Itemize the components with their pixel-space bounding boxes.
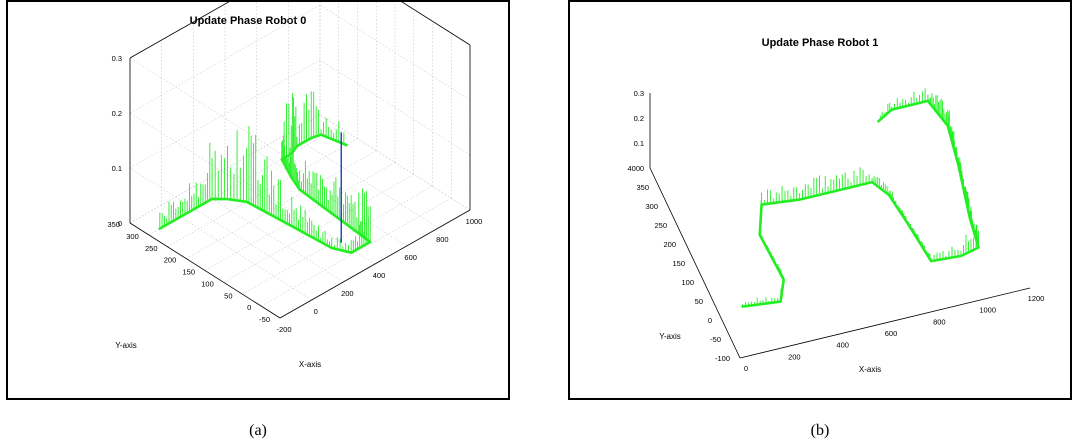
- x-tick-label: 600: [404, 253, 417, 262]
- z-tick-label: 0.3: [112, 54, 122, 63]
- y-tick-label: 400: [627, 164, 640, 173]
- y-tick-label: 50: [224, 291, 232, 300]
- chart-b-ylabel: Y-axis: [659, 332, 681, 341]
- y-tick-label: 350: [636, 183, 649, 192]
- y-tick-label: -50: [259, 315, 270, 324]
- wall-gridline: [129, 4, 321, 114]
- z-tick-label: 0: [640, 164, 644, 173]
- y-tick-label: 50: [695, 297, 703, 306]
- y-tick-label: 200: [663, 240, 676, 249]
- x-tick-label: 1200: [1028, 294, 1045, 303]
- x-tick-label: 200: [341, 289, 354, 298]
- y-tick-label: 100: [201, 279, 214, 288]
- floor-gridline: [204, 162, 396, 271]
- chart-b: Update Phase Robot 1 0200400600800100012…: [627, 37, 1044, 374]
- chart-b-box: [649, 93, 1031, 359]
- chart-a-ticks: -200 0 200 400 600 800 1000 -50 0 50 100 150 200 250 3…: [107, 54, 482, 334]
- x-tick-label: 600: [885, 329, 898, 338]
- wall-gridline: [129, 112, 281, 209]
- z-tick-label: 0.2: [634, 114, 644, 123]
- z-tick-label: 0: [118, 219, 122, 228]
- wall-gridline: [129, 167, 281, 264]
- wall-gridline: [129, 114, 321, 224]
- chart-b-title: Update Phase Robot 1: [762, 37, 879, 49]
- axes-edge: [129, 2, 230, 59]
- y-tick-label: 150: [182, 268, 195, 277]
- x-tick-label: 1000: [979, 306, 996, 315]
- chart-a-grid: [129, 2, 471, 319]
- x-tick-label: 0: [744, 364, 748, 373]
- z-tick-label: 0.1: [112, 164, 122, 173]
- y-tick-label: 250: [654, 221, 667, 230]
- wall-gridline: [319, 59, 471, 156]
- chart-a: Update Phase Robot 0 -200 0 200 400 600 800 10…: [107, 2, 482, 369]
- y-tick-label: -50: [710, 335, 721, 344]
- plot-panel-b: Update Phase Robot 1 0 200 400 600 800 1000 12…: [568, 0, 1072, 400]
- chart-a-title: Update Phase Robot 0: [190, 15, 307, 27]
- y-tick-label: 0: [247, 303, 251, 312]
- axes-edge: [129, 222, 281, 319]
- chart-b-trace: [741, 88, 980, 308]
- chart-a-xlabel: X-axis: [299, 360, 321, 369]
- y-tick-label: 300: [645, 202, 658, 211]
- y-tick-label: -100: [715, 354, 730, 363]
- x-tick-label: 200: [788, 352, 801, 361]
- y-tick-label: 150: [672, 259, 685, 268]
- y-tick-label: 100: [681, 278, 694, 287]
- x-tick-label: 400: [836, 341, 849, 350]
- x-tick-label: 800: [933, 317, 946, 326]
- caption-b: (b): [810, 422, 830, 439]
- x-tick-label: 0: [314, 307, 318, 316]
- trace-path: [741, 99, 980, 308]
- z-tick-label: 0.1: [634, 139, 644, 148]
- axes-edge: [401, 2, 471, 46]
- y-tick-label: 0: [708, 316, 712, 325]
- x-tick-label: 800: [436, 235, 449, 244]
- x-tick-label: -200: [276, 325, 291, 334]
- wall-gridline: [129, 57, 281, 154]
- wall-gridline: [129, 59, 321, 169]
- plot-panel-a: Update Phase Robot 0 -200 0 200 400 600 800 10…: [6, 0, 510, 400]
- floor-gridline: [261, 197, 452, 307]
- chart-a-ylabel: Y-axis: [115, 341, 137, 350]
- chart-a-trace: [158, 91, 372, 254]
- z-tick-label: 0.2: [112, 109, 122, 118]
- axes-edge: [649, 167, 741, 359]
- x-tick-label: 1000: [466, 217, 483, 226]
- y-tick-label: 300: [126, 232, 139, 241]
- axes-edge: [739, 287, 1031, 359]
- axes-edge: [279, 209, 471, 319]
- y-tick-label: 350: [107, 220, 120, 229]
- caption-a: (a): [249, 422, 267, 439]
- floor-gridline: [193, 186, 344, 283]
- z-tick-label: 0.3: [634, 89, 644, 98]
- chart-b-xlabel: X-axis: [859, 365, 881, 374]
- x-tick-label: 400: [373, 271, 386, 280]
- floor-gridline: [186, 150, 377, 259]
- y-tick-label: 200: [164, 256, 177, 265]
- wall-gridline: [319, 4, 471, 101]
- wall-gridline: [319, 114, 471, 211]
- chart-b-ticks: 0 200 400 600 800 1000 1200 -100 -50 0 50 100 150 200…: [627, 89, 1044, 373]
- y-tick-label: 250: [145, 244, 158, 253]
